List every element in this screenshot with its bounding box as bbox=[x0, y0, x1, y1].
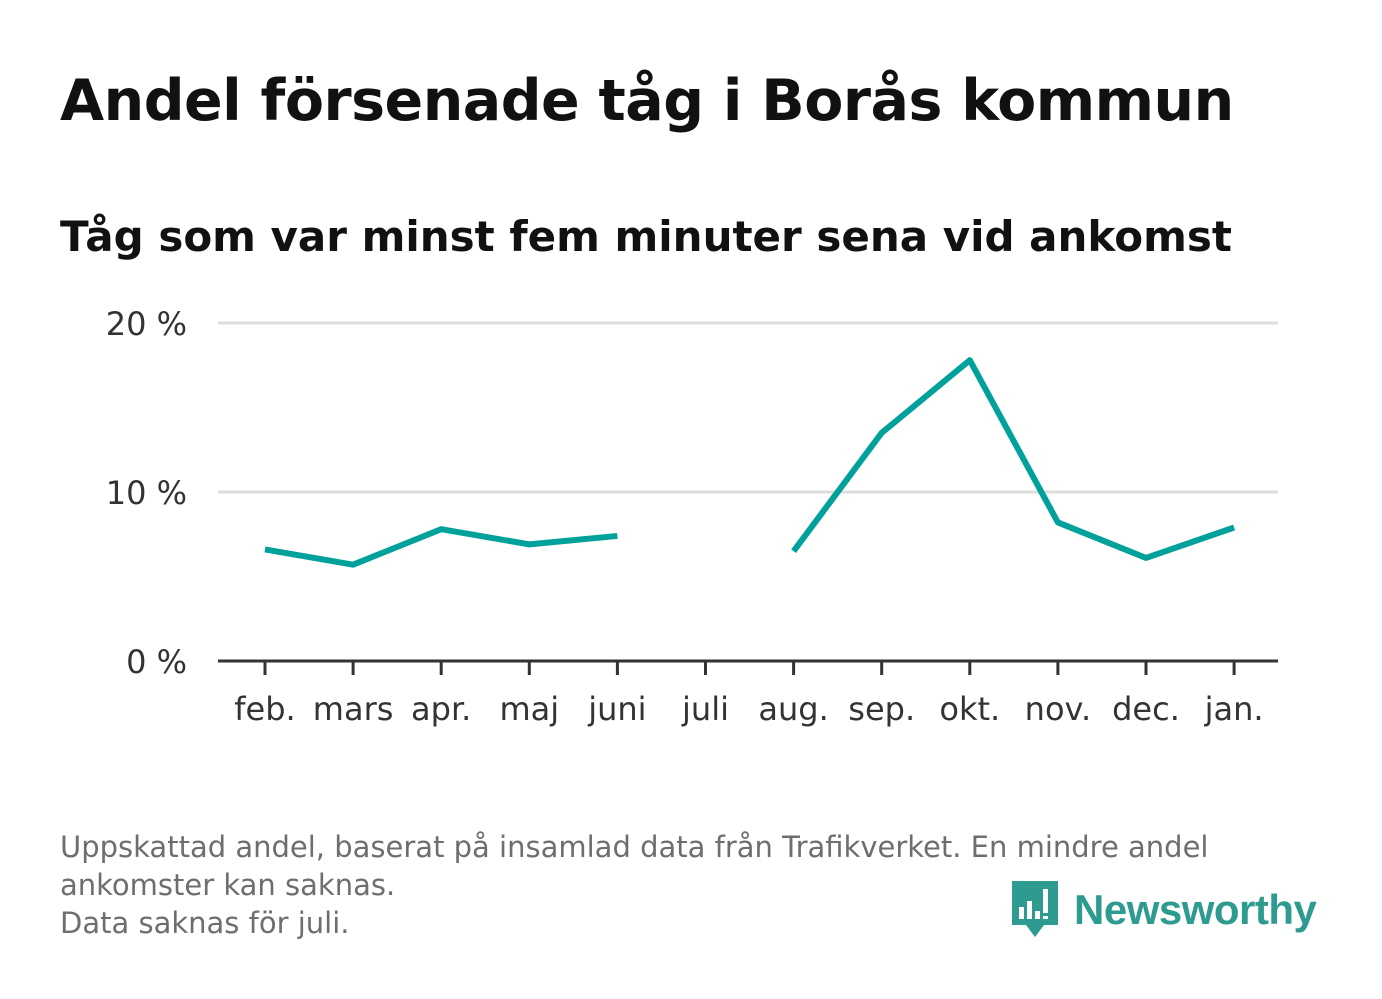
x-tick-label: apr. bbox=[411, 690, 471, 728]
footnote: Uppskattad andel, baserat på insamlad da… bbox=[60, 828, 1320, 942]
axis-layer: 0 % 10 % 20 % feb. mars apr. maj juni juli aug. se… bbox=[106, 305, 1278, 728]
x-tick-label: juni bbox=[587, 690, 646, 728]
series-layer bbox=[264, 357, 1236, 568]
x-tick-label: sep. bbox=[848, 690, 915, 728]
x-tick-label: nov. bbox=[1025, 690, 1091, 728]
x-tick-label: aug. bbox=[758, 690, 828, 728]
footnote-line: Uppskattad andel, baserat på insamlad da… bbox=[60, 830, 1209, 864]
x-tick-label: dec. bbox=[1112, 690, 1180, 728]
y-tick-label: 20 % bbox=[106, 305, 187, 343]
line-chart: 0 % 10 % 20 % feb. mars apr. maj juni juli aug. se… bbox=[106, 305, 1278, 728]
chart-title: Andel försenade tåg i Borås kommun bbox=[60, 68, 1234, 134]
x-tick-label: jan. bbox=[1204, 690, 1264, 728]
series-line-segment bbox=[264, 526, 618, 568]
footnote-line: Data saknas för juli. bbox=[60, 906, 350, 940]
x-tick-label: okt. bbox=[939, 690, 1000, 728]
x-tick-label: mars bbox=[313, 690, 394, 728]
brand-name: Newsworthy bbox=[1074, 886, 1317, 933]
footnote-line: ankomster kan saknas. bbox=[60, 868, 396, 902]
series-line-segment bbox=[791, 357, 1236, 561]
y-tick-label: 0 % bbox=[126, 643, 187, 681]
chart-subtitle: Tåg som var minst fem minuter sena vid a… bbox=[60, 212, 1232, 261]
x-tick-label: juli bbox=[681, 690, 729, 728]
grid-layer bbox=[218, 321, 1278, 494]
x-tick-label: feb. bbox=[234, 690, 295, 728]
brand-logo: Newsworthy bbox=[1010, 878, 1317, 942]
newsworthy-logo-icon bbox=[1012, 881, 1058, 937]
x-tick-label: maj bbox=[499, 690, 559, 728]
y-tick-label: 10 % bbox=[106, 474, 187, 512]
